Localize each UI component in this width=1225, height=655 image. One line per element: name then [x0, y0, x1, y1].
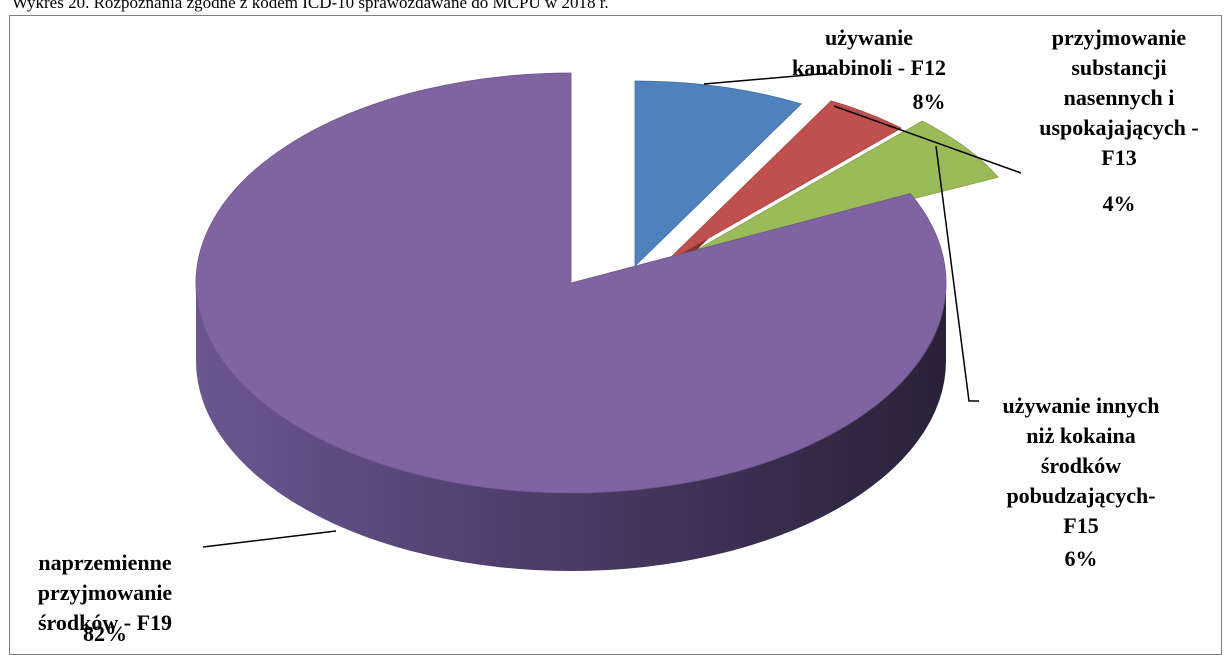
pie-chart: używanie kanabinoli - F12 8% przyjmowanie su…: [38, 25, 1199, 646]
chart-caption: Wykres 20. Rozpoznania zgodne z kodem IC…: [12, 0, 609, 12]
slice-label-2-line-1: przyjmowanie: [1052, 25, 1187, 50]
leader-line-3: [935, 145, 979, 402]
chart-frame: używanie kanabinoli - F12 8% przyjmowanie su…: [9, 15, 1222, 655]
slice-label-4-line-2: przyjmowanie: [38, 580, 173, 605]
slice-percent-1: 8%: [913, 89, 946, 114]
leader-line-1: [703, 72, 832, 85]
pie-slice-1: [634, 80, 802, 267]
slice-label-3-line-2: niż kokaina: [1026, 423, 1135, 448]
pie-slice-2: [664, 100, 903, 264]
slice-label-3-line-1: używanie innych: [1002, 393, 1159, 418]
pie-slice-4: [195, 72, 947, 494]
slice-label-2-line-5: F13: [1101, 145, 1136, 170]
slice-percent-3: 6%: [1065, 546, 1098, 571]
slice-label-1-line-2: kanabinoli - F12: [792, 55, 946, 80]
slice-label-3-line-5: F15: [1063, 513, 1098, 538]
pie-slice-3: [685, 120, 999, 257]
slice-label-2-line-4: uspokajających -: [1039, 115, 1199, 140]
slice-label-2-line-3: nasennych i: [1064, 85, 1175, 110]
slice-label-2-line-2: substancji: [1071, 55, 1166, 80]
leader-line-4: [202, 530, 337, 548]
slice-label-3-line-3: środków: [1041, 453, 1121, 478]
slice-label-1-line-1: używanie: [825, 25, 913, 50]
slice-label-4-line-1: naprzemienne: [38, 550, 171, 575]
slice-label-3-line-4: pobudzających-: [1006, 483, 1155, 508]
pie-slice-side-4: [196, 283, 946, 571]
slice-percent-4: 82%: [83, 621, 127, 646]
leader-line-2: [833, 105, 1022, 174]
slice-label-4-line-3: środków - F19: [38, 610, 172, 635]
slice-percent-2: 4%: [1103, 191, 1136, 216]
